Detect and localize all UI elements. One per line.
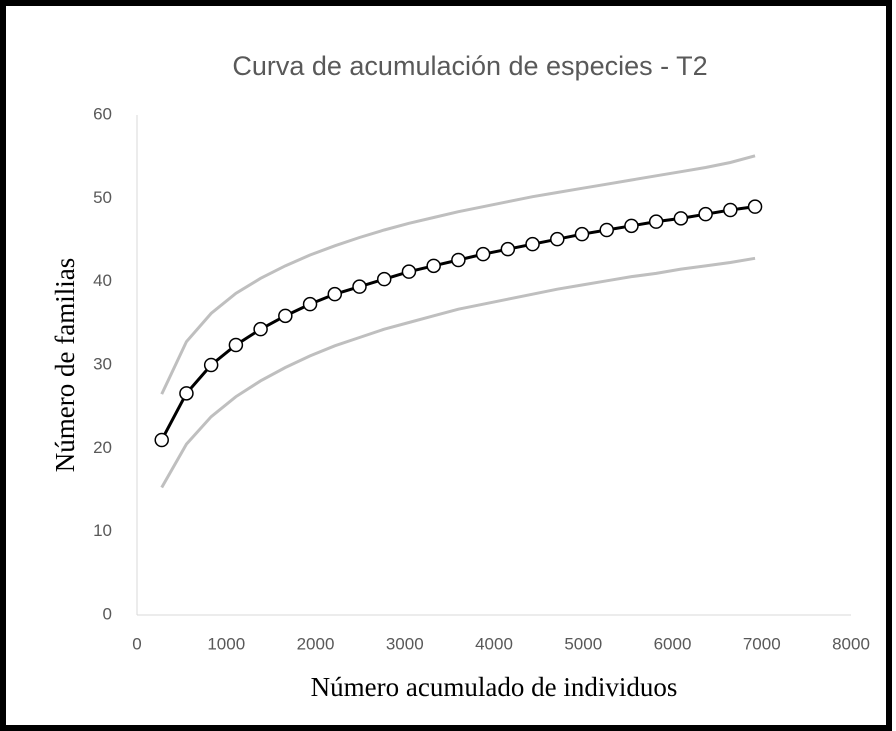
x-tick-label: 7000	[743, 634, 781, 653]
y-tick-label: 40	[93, 271, 112, 290]
marker	[154, 432, 169, 448]
y-tick-label: 20	[93, 438, 112, 457]
marker	[475, 246, 491, 262]
marker	[747, 199, 763, 214]
marker	[574, 226, 590, 242]
x-tick-label: 3000	[386, 634, 424, 653]
y-tick-label: 0	[103, 604, 112, 623]
marker	[550, 231, 565, 247]
marker	[253, 321, 268, 337]
marker	[451, 252, 466, 268]
marker	[698, 206, 713, 222]
marker	[302, 296, 318, 312]
x-tick-label: 1000	[207, 634, 245, 653]
y-tick-label: 50	[93, 188, 112, 207]
marker	[426, 258, 441, 274]
marker	[673, 211, 689, 226]
x-tick-label: 2000	[297, 634, 335, 653]
marker	[327, 286, 343, 302]
x-tick-label: 0	[132, 634, 141, 653]
marker	[525, 236, 540, 252]
marker	[376, 271, 392, 287]
series-line	[160, 256, 756, 489]
marker	[500, 241, 516, 257]
x-tick-label: 5000	[564, 634, 602, 653]
marker	[278, 308, 293, 324]
marker	[599, 222, 614, 238]
marker	[723, 202, 738, 218]
marker	[352, 279, 367, 294]
marker	[624, 218, 639, 234]
x-tick-label: 6000	[654, 634, 692, 653]
x-axis-label: Número acumulado de individuos	[311, 672, 678, 702]
y-axis-label: Número de familias	[50, 258, 80, 472]
marker	[228, 337, 244, 353]
marker	[648, 214, 664, 229]
marker	[203, 357, 219, 373]
marker	[179, 386, 194, 401]
x-tick-label: 4000	[475, 634, 513, 653]
y-tick-label: 30	[93, 354, 112, 373]
y-tick-label: 10	[93, 521, 112, 540]
y-tick-label: 60	[93, 104, 112, 123]
marker	[401, 264, 417, 279]
chart-title: Curva de acumulación de especies - T2	[232, 51, 707, 81]
series-line	[160, 154, 756, 395]
x-tick-label: 8000	[832, 634, 870, 653]
